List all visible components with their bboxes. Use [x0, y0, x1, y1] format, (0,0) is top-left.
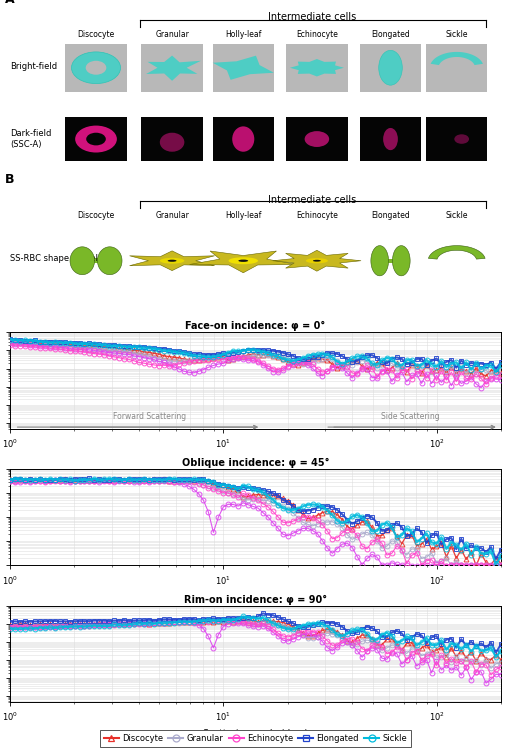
Polygon shape [428, 246, 484, 259]
Polygon shape [370, 246, 388, 276]
Bar [141, 117, 203, 161]
Text: Sickle: Sickle [444, 29, 467, 38]
Ellipse shape [75, 126, 117, 152]
Ellipse shape [378, 51, 401, 85]
Bar [286, 117, 347, 161]
Ellipse shape [160, 258, 184, 264]
Polygon shape [146, 56, 200, 81]
Title: Oblique incidence: φ = 45°: Oblique incidence: φ = 45° [181, 458, 329, 468]
Bar [65, 117, 126, 161]
Ellipse shape [232, 127, 254, 152]
Polygon shape [212, 56, 273, 80]
Ellipse shape [312, 260, 320, 262]
Legend: Discocyte, Granular, Echinocyte, Elongated, Sickle: Discocyte, Granular, Echinocyte, Elongat… [99, 730, 411, 747]
Bar [425, 117, 486, 161]
Text: Elongated: Elongated [370, 29, 409, 38]
Text: Dark-field
(SSC-A): Dark-field (SSC-A) [10, 129, 52, 149]
Ellipse shape [85, 61, 106, 75]
Text: Echinocyte: Echinocyte [295, 29, 337, 38]
Ellipse shape [453, 134, 468, 144]
Bar [359, 44, 420, 91]
Polygon shape [289, 59, 343, 76]
Text: Granular: Granular [155, 211, 189, 219]
Ellipse shape [238, 259, 247, 262]
Text: Intermediate cells: Intermediate cells [267, 195, 356, 204]
Text: Sickle: Sickle [444, 211, 467, 219]
Bar [82, 259, 110, 263]
Text: Elongated: Elongated [370, 211, 409, 219]
Ellipse shape [71, 52, 120, 84]
Text: Discocyte: Discocyte [77, 211, 115, 219]
Bar [212, 44, 273, 91]
Ellipse shape [304, 131, 328, 147]
Polygon shape [97, 247, 122, 274]
Bar [141, 44, 203, 91]
Ellipse shape [228, 257, 258, 264]
Bar [359, 117, 420, 161]
Text: Bright-field: Bright-field [10, 62, 57, 71]
Ellipse shape [86, 133, 106, 146]
Text: A: A [5, 0, 15, 6]
Text: SS-RBC shape models: SS-RBC shape models [10, 254, 103, 263]
Ellipse shape [305, 258, 327, 263]
Text: Echinocyte: Echinocyte [295, 211, 337, 219]
Text: Holly-leaf: Holly-leaf [225, 211, 261, 219]
Bar [286, 44, 347, 91]
Title: Rim-on incidence: φ = 90°: Rim-on incidence: φ = 90° [184, 595, 326, 605]
X-axis label: Scattering angle (deg.): Scattering angle (deg.) [203, 729, 308, 738]
Ellipse shape [160, 133, 184, 152]
Bar [379, 259, 400, 263]
Text: Granular: Granular [155, 29, 189, 38]
Text: Forward Scattering: Forward Scattering [113, 412, 186, 421]
Polygon shape [129, 251, 214, 271]
Text: Intermediate cells: Intermediate cells [267, 12, 356, 23]
Ellipse shape [382, 128, 397, 150]
Text: Holly-leaf: Holly-leaf [225, 29, 261, 38]
Bar [425, 44, 486, 91]
Polygon shape [272, 250, 361, 271]
Text: Discocyte: Discocyte [77, 29, 115, 38]
Text: B: B [5, 173, 15, 186]
Title: Face-on incidence: φ = 0°: Face-on incidence: φ = 0° [185, 321, 325, 332]
Polygon shape [392, 246, 410, 276]
Bar [212, 117, 273, 161]
Polygon shape [430, 52, 482, 65]
Bar [65, 44, 126, 91]
Polygon shape [189, 251, 296, 273]
Ellipse shape [167, 259, 176, 262]
Polygon shape [70, 247, 94, 274]
Text: Side Scattering: Side Scattering [380, 412, 438, 421]
